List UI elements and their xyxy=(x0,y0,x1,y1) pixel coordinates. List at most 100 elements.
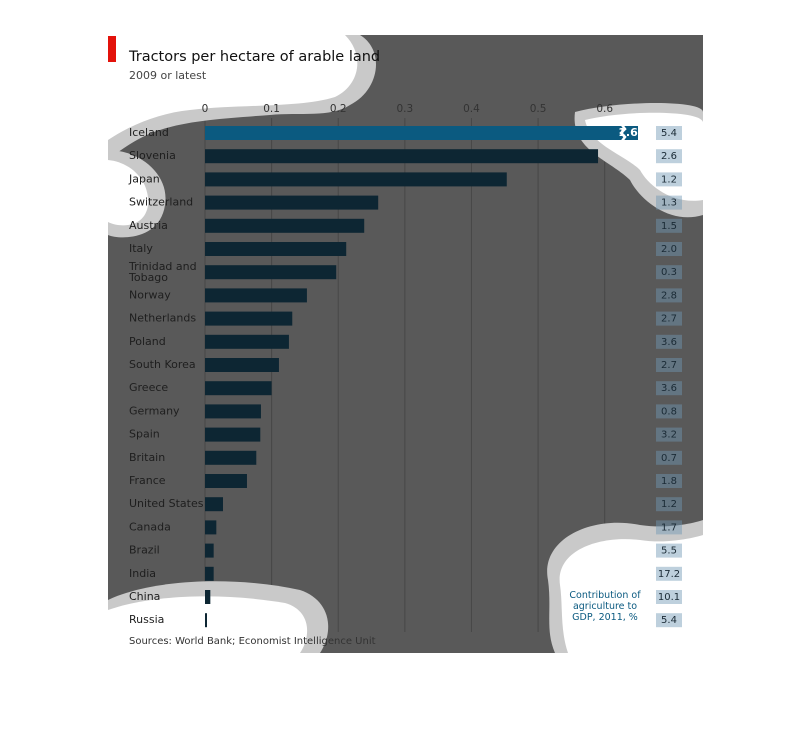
bar xyxy=(205,497,223,512)
agriculture-box xyxy=(656,126,682,140)
x-tick-label: 0 xyxy=(202,103,209,115)
agriculture-value: 1.7 xyxy=(661,522,677,533)
agriculture-box xyxy=(656,288,682,303)
x-tick-label: 0.1 xyxy=(263,103,280,115)
agriculture-box xyxy=(656,149,682,164)
agriculture-value: 1.2 xyxy=(661,174,677,185)
y-tick-label: United States xyxy=(129,497,204,510)
agriculture-value: 1.3 xyxy=(661,198,677,209)
agriculture-box xyxy=(656,218,682,233)
agriculture-value: 0.3 xyxy=(661,267,677,278)
bar xyxy=(205,126,638,140)
agriculture-value: 5.4 xyxy=(661,128,677,139)
agriculture-box xyxy=(656,242,682,256)
y-tick-label: France xyxy=(129,474,166,487)
bar xyxy=(205,311,293,326)
y-tick-label: Greece xyxy=(129,381,168,394)
y-tick-label: Norway xyxy=(129,288,171,301)
agriculture-value: 17.2 xyxy=(658,569,680,580)
chart-title: Tractors per hectare of arable land xyxy=(128,49,380,65)
agriculture-value: 5.5 xyxy=(661,546,677,557)
y-tick-label: Austria xyxy=(129,219,168,232)
y-tick-label: Brazil xyxy=(129,544,160,557)
decorative-blobs xyxy=(108,35,703,653)
y-tick-label: Iceland xyxy=(129,126,169,139)
agriculture-box xyxy=(656,497,682,512)
agriculture-value: 0.7 xyxy=(661,453,677,464)
x-tick-label: 0.5 xyxy=(530,103,547,115)
agriculture-value: 5.4 xyxy=(661,615,677,626)
y-tick-label: Spain xyxy=(129,428,160,441)
x-tick-label: 0.6 xyxy=(596,103,613,115)
agriculture-value: 1.2 xyxy=(661,499,677,510)
bar xyxy=(205,149,599,164)
y-tick-label: Netherlands xyxy=(129,312,196,325)
x-tick-label: 0.3 xyxy=(396,103,413,115)
agriculture-box xyxy=(656,404,682,419)
agriculture-value: 3.6 xyxy=(661,383,677,394)
y-tick-label: India xyxy=(129,567,156,580)
source: Sources: World Bank; Economist Intellige… xyxy=(129,636,376,647)
axis-break xyxy=(619,124,627,142)
bar xyxy=(205,358,279,372)
bar xyxy=(205,172,507,187)
agriculture-value: 2.6 xyxy=(661,151,677,162)
agriculture-box xyxy=(656,195,682,210)
y-tick-label: Japan xyxy=(128,172,160,185)
agriculture-box xyxy=(656,543,682,558)
bar xyxy=(205,427,261,442)
bars xyxy=(205,126,638,628)
y-tick-label: Slovenia xyxy=(129,149,176,162)
y-tick-label: Poland xyxy=(129,335,166,348)
agriculture-box xyxy=(656,450,682,465)
bar xyxy=(205,218,365,233)
bar xyxy=(205,450,257,465)
agriculture-box xyxy=(656,265,682,280)
agriculture-value: 1.5 xyxy=(661,221,677,232)
agriculture-box xyxy=(656,172,682,187)
agriculture-box xyxy=(656,566,682,581)
y-tick-label: South Korea xyxy=(129,358,196,371)
bar xyxy=(205,613,207,628)
agriculture-value: 2.7 xyxy=(661,314,677,325)
y-tick-label: Canada xyxy=(129,520,171,533)
bar xyxy=(205,265,337,280)
y-tick-label: Britain xyxy=(129,451,165,464)
agriculture-value: 2.7 xyxy=(661,360,677,371)
x-tick-label: 0.2 xyxy=(330,103,347,115)
bar xyxy=(205,381,272,396)
annotation: Contribution of agriculture to GDP, 2011… xyxy=(569,590,641,623)
agriculture-box xyxy=(656,358,682,372)
agriculture-value: 0.8 xyxy=(661,406,677,417)
x-tick-label: 0.4 xyxy=(463,103,480,115)
bar xyxy=(205,520,217,535)
agriculture-box xyxy=(656,427,682,442)
y-tick-label: Switzerland xyxy=(129,196,193,209)
agriculture-box xyxy=(656,334,682,349)
bar xyxy=(205,590,211,604)
bar xyxy=(205,543,214,558)
y-tick-label: Italy xyxy=(129,242,153,255)
agriculture-label: Contribution of agriculture to GDP, 2011… xyxy=(569,590,641,623)
agriculture-value: 3.6 xyxy=(661,337,677,348)
agriculture-value: 10.1 xyxy=(658,592,680,603)
agriculture-value: 3.2 xyxy=(661,430,677,441)
bar xyxy=(205,242,347,256)
bar xyxy=(205,288,307,303)
brand-mark xyxy=(108,36,116,62)
value-label: 1.6 xyxy=(618,126,638,139)
agriculture-box xyxy=(656,520,682,535)
agriculture-box xyxy=(656,590,682,604)
y-tick-label: Russia xyxy=(129,613,164,626)
agriculture-value: 1.8 xyxy=(661,476,677,487)
agriculture-box xyxy=(656,381,682,396)
agriculture-value: 2.0 xyxy=(661,244,677,255)
bar xyxy=(205,566,214,581)
agriculture-box xyxy=(656,474,682,488)
agriculture-value: 2.8 xyxy=(661,290,677,301)
bar xyxy=(205,195,379,210)
agriculture-box xyxy=(656,311,682,326)
y-tick-label: Germany xyxy=(129,404,180,417)
chart-subtitle: 2009 or latest xyxy=(129,69,207,82)
